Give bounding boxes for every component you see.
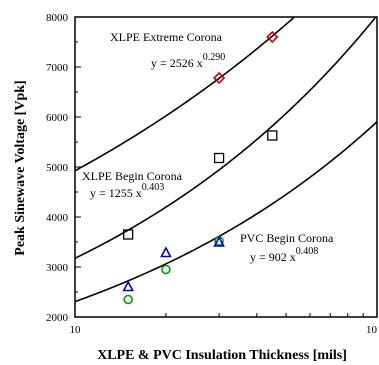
x-tick-label: 10 [366,324,378,336]
y-axis-title: Peak Sinewave Voltage [Vpk] [13,80,28,255]
y-tick-label: 2000 [46,312,69,324]
series-label-pvc-begin: PVC Begin Corona [240,231,334,245]
fit-equation-text: y = 2526 x [151,56,203,70]
y-tick-label: 3000 [46,262,69,274]
data-point-triangle [122,280,135,292]
fit-exponent: 0.403 [142,182,165,193]
fit-curve-1 [75,17,377,260]
y-tick-label: 4000 [46,212,69,224]
data-point-circle [123,294,133,305]
data-point-square [267,130,278,141]
data-point-diamond [266,30,279,44]
x-tick-label: 10 [70,324,82,336]
series-label-xlpe-extreme: XLPE Extreme Corona [110,30,223,44]
fit-exponent: 0.290 [203,52,226,63]
fit-equation-xlpe-extreme: y = 2526 x0.290 [151,52,225,70]
x-axis-title: XLPE & PVC Insulation Thickness [mils] [97,348,347,363]
data-point-triangle [213,235,225,247]
data-point-circle [161,264,171,275]
data-point-diamond [212,71,226,85]
fit-equation-xlpe-begin: y = 1255 x0.403 [90,182,164,200]
y-ticks: 2000 3000 4000 5000 6000 7000 8000 [46,12,81,324]
y-tick-label: 5000 [46,162,69,174]
fit-equation-pvc-begin: y = 902 x0.408 [250,246,318,264]
y-tick-label: 8000 [46,12,69,24]
data-markers [122,30,279,305]
series-label-xlpe-begin: XLPE Begin Corona [82,169,183,183]
x-ticks [74,310,378,317]
data-point-square [213,152,225,164]
data-point-square [123,229,134,240]
fit-exponent: 0.408 [296,246,319,257]
fit-equation-text: y = 1255 x [90,186,142,200]
data-point-triangle [160,246,172,258]
plot-frame [74,16,378,318]
fit-curves [75,17,377,303]
y-tick-label: 7000 [46,62,69,74]
y-tick-label: 6000 [46,112,69,124]
fit-curve-2 [75,121,377,303]
fit-equation-text: y = 902 x [250,250,296,264]
fit-curve-0 [75,17,296,172]
